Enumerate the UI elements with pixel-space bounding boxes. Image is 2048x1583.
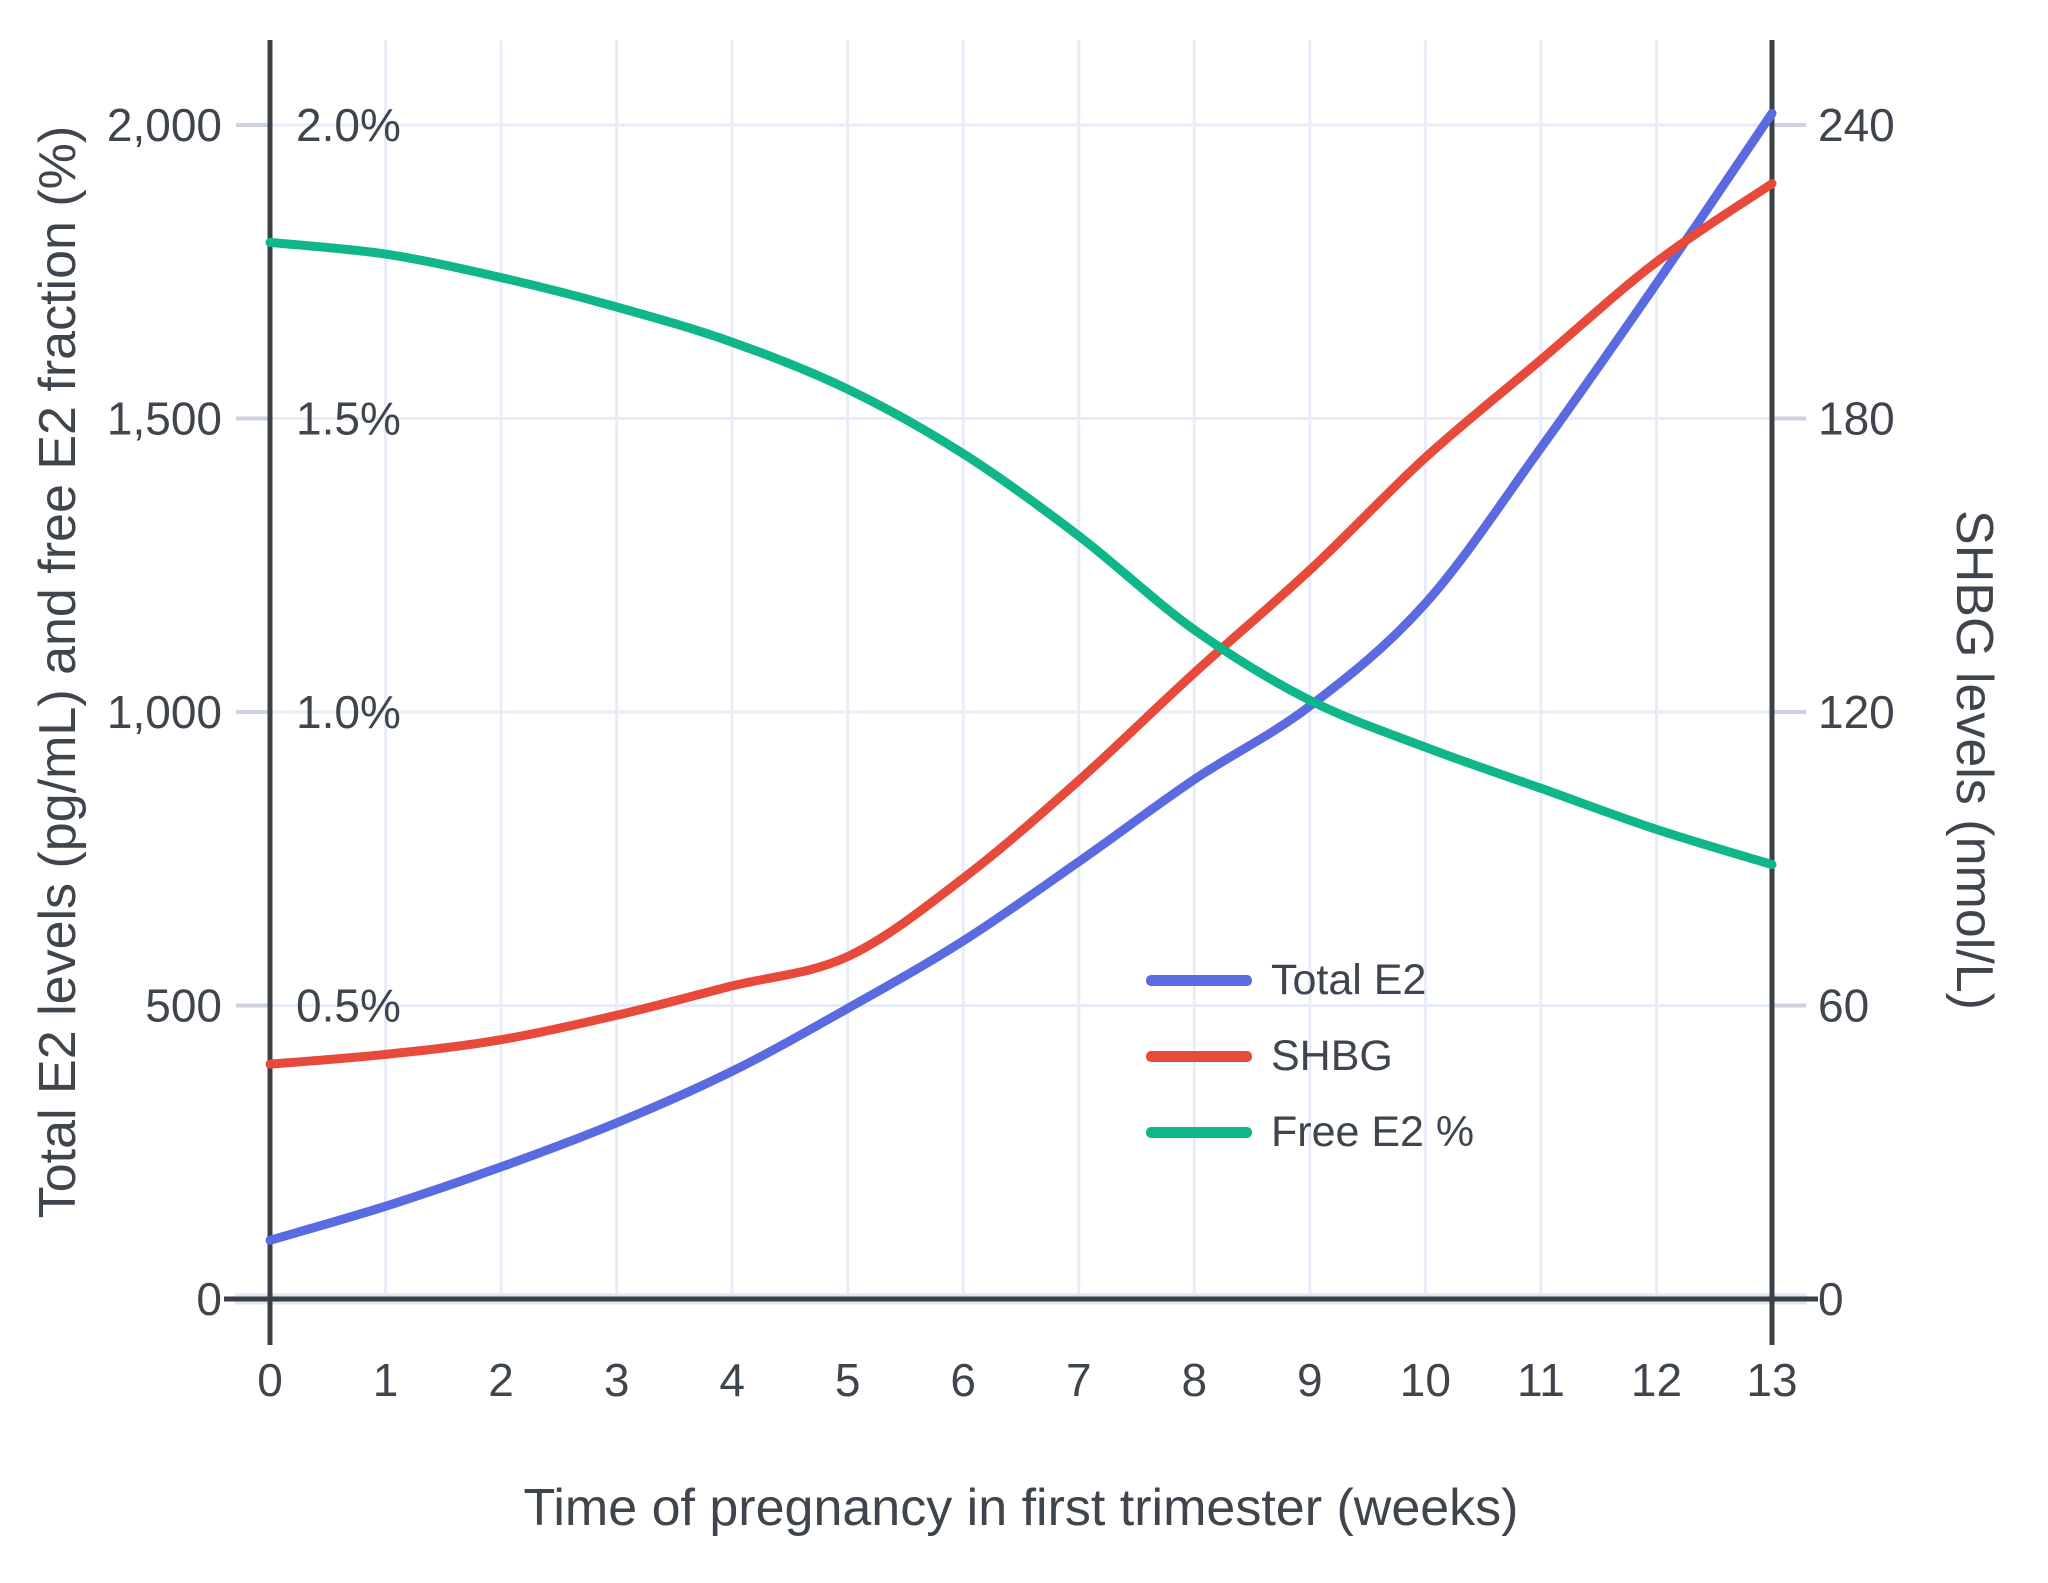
- percent-tick-label: 1.0%: [296, 686, 401, 738]
- legend-item-free-e2[interactable]: Free E2 %: [1146, 1094, 1474, 1170]
- total-e2-line: [265, 108, 1777, 1245]
- y-left-tick-label: 1,000: [107, 686, 222, 738]
- y-axis-title-right: SHBG levels (nmol/L): [1945, 510, 2003, 1010]
- legend-swatch-free-e2: [1146, 1126, 1252, 1138]
- legend-swatch-total-e2: [1146, 974, 1252, 986]
- y-right-tick-label: 180: [1818, 393, 1895, 445]
- free-e2--line: [265, 237, 1777, 870]
- y-right-tick-label: 0: [1818, 1273, 1844, 1325]
- y-axis-title-left: Total E2 levels (pg/mL) and free E2 frac…: [29, 125, 87, 1219]
- x-tick-label: 10: [1400, 1354, 1451, 1406]
- y-left-tick-label: 1,500: [107, 393, 222, 445]
- x-tick-label: 12: [1631, 1354, 1682, 1406]
- x-tick-label: 5: [835, 1354, 861, 1406]
- x-tick-label: 6: [950, 1354, 976, 1406]
- legend-item-total-e2[interactable]: Total E2: [1146, 942, 1474, 1018]
- percent-tick-label: 1.5%: [296, 393, 401, 445]
- x-tick-label: 3: [604, 1354, 630, 1406]
- x-tick-label: 2: [488, 1354, 514, 1406]
- legend-label-total-e2: Total E2: [1271, 955, 1427, 1004]
- x-tick-label: 7: [1066, 1354, 1092, 1406]
- y-right-tick-label: 60: [1818, 980, 1869, 1032]
- legend-swatch-shbg: [1146, 1050, 1252, 1062]
- y-left-tick-label: 0: [196, 1273, 222, 1325]
- legend: Total E2 SHBG Free E2 %: [1146, 942, 1474, 1170]
- y-left-tick-label: 500: [145, 980, 222, 1032]
- legend-item-shbg[interactable]: SHBG: [1146, 1018, 1474, 1094]
- x-tick-label: 4: [719, 1354, 745, 1406]
- percent-tick-label: 0.5%: [296, 980, 401, 1032]
- x-tick-label: 11: [1517, 1354, 1565, 1406]
- x-tick-label: 9: [1297, 1354, 1323, 1406]
- legend-label-shbg: SHBG: [1271, 1031, 1393, 1080]
- y-right-tick-label: 120: [1818, 686, 1895, 738]
- percent-tick-label: 2.0%: [296, 99, 401, 151]
- y-left-tick-label: 2,000: [107, 99, 222, 151]
- x-tick-label: 13: [1746, 1354, 1797, 1406]
- legend-label-free-e2: Free E2 %: [1271, 1107, 1475, 1156]
- x-tick-label: 1: [373, 1354, 399, 1406]
- shbg-line: [265, 179, 1777, 1069]
- x-axis-title: Time of pregnancy in first trimester (we…: [523, 1479, 1519, 1537]
- y-right-tick-label: 240: [1818, 99, 1895, 151]
- x-tick-label: 0: [257, 1354, 283, 1406]
- x-tick-label: 8: [1182, 1354, 1208, 1406]
